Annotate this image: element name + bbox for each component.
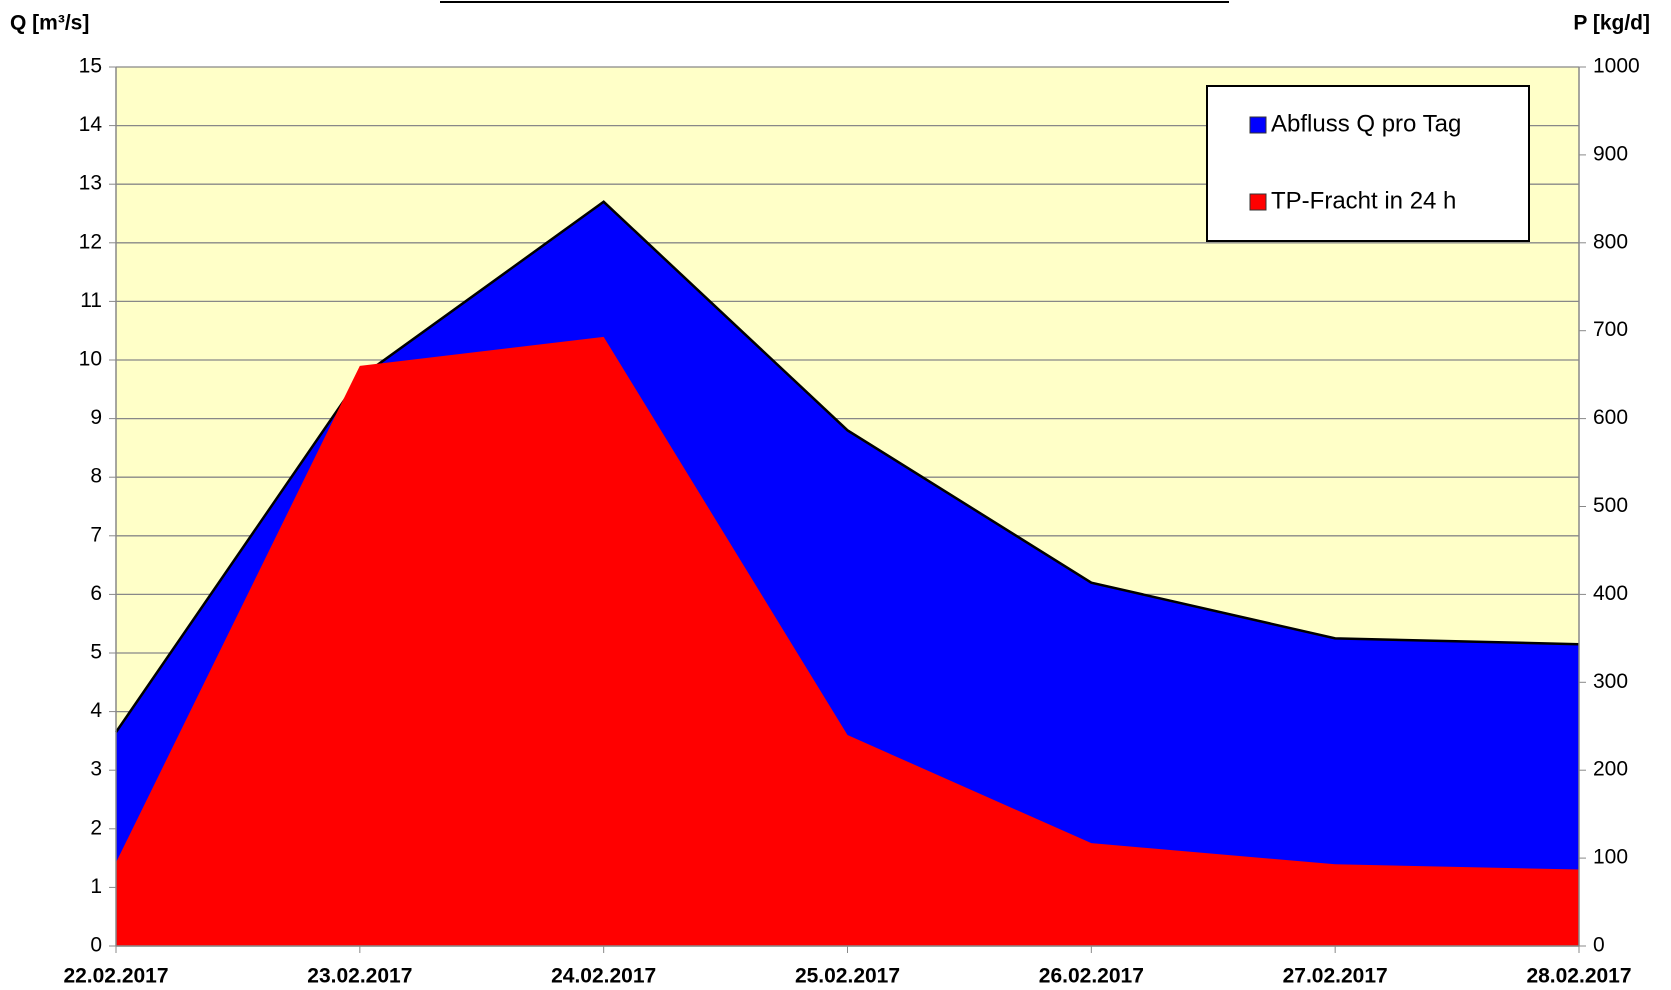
- y-tick-label: 0: [90, 934, 102, 957]
- legend-label: TP-Fracht in 24 h: [1271, 187, 1456, 214]
- y-tick-label: 3: [90, 758, 102, 781]
- y-tick-label: 8: [90, 465, 102, 488]
- y-tick-label: 9: [90, 406, 102, 429]
- x-tick-label: 28.02.2017: [1526, 965, 1631, 988]
- y-tick-label: 12: [79, 230, 102, 253]
- y2-tick-label: 400: [1593, 582, 1628, 605]
- legend-swatch: [1249, 116, 1267, 134]
- y2-tick-label: 700: [1593, 318, 1628, 341]
- y-axis-label: Q [m³/s]: [10, 12, 89, 35]
- y2-axis-label: P [kg/d]: [1573, 12, 1650, 35]
- x-tick-label: 24.02.2017: [551, 965, 656, 988]
- y2-tick-label: 600: [1593, 406, 1628, 429]
- y-tick-label: 13: [79, 172, 102, 195]
- x-tick-label: 27.02.2017: [1283, 965, 1388, 988]
- y-tick-label: 6: [90, 582, 102, 605]
- y-tick-label: 2: [90, 816, 102, 839]
- y2-tick-label: 300: [1593, 670, 1628, 693]
- y2-tick-label: 500: [1593, 494, 1628, 517]
- y-tick-label: 5: [90, 641, 102, 664]
- y-tick-label: 7: [90, 523, 102, 546]
- y-tick-label: 1: [90, 875, 102, 898]
- y-tick-label: 10: [79, 348, 102, 371]
- x-tick-label: 26.02.2017: [1039, 965, 1144, 988]
- x-tick-label: 25.02.2017: [795, 965, 900, 988]
- y2-tick-label: 800: [1593, 230, 1628, 253]
- legend-label: Abfluss Q pro Tag: [1271, 110, 1461, 137]
- y-tick-label: 14: [79, 113, 103, 136]
- y2-tick-label: 1000: [1593, 55, 1640, 78]
- x-tick-label: 23.02.2017: [307, 965, 412, 988]
- y2-tick-label: 100: [1593, 846, 1628, 869]
- y-tick-label: 11: [80, 289, 102, 312]
- legend-swatch: [1249, 193, 1267, 211]
- y2-tick-label: 900: [1593, 142, 1628, 165]
- y2-tick-label: 0: [1593, 934, 1605, 957]
- y2-tick-label: 200: [1593, 758, 1628, 781]
- legend-box: [1206, 85, 1530, 242]
- y-tick-label: 4: [90, 699, 102, 722]
- x-tick-label: 22.02.2017: [63, 965, 168, 988]
- area: [116, 336, 1579, 946]
- y-tick-label: 15: [79, 55, 102, 78]
